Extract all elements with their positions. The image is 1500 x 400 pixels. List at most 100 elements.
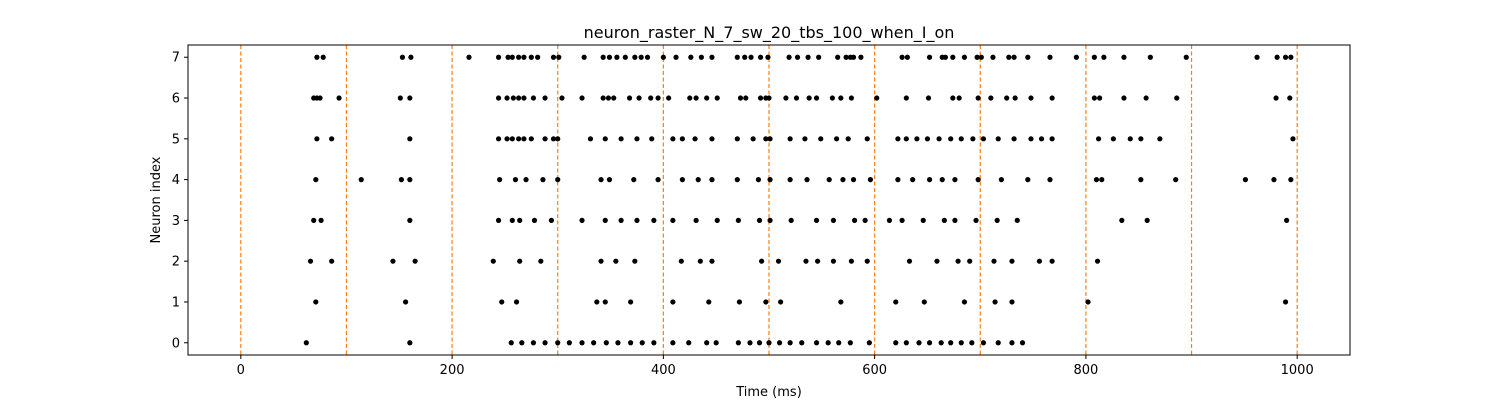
- spike-point-n7-20: [638, 54, 644, 60]
- spike-point-n0-21: [756, 340, 763, 346]
- spike-points: [303, 54, 1296, 346]
- spike-point-n7-0: [314, 54, 320, 60]
- spike-point-n2-20: [906, 258, 913, 264]
- spike-point-n4-29: [952, 177, 958, 183]
- spike-point-n5-0: [314, 136, 320, 142]
- spike-point-n7-62: [1274, 54, 1280, 60]
- spike-point-n4-30: [975, 177, 981, 183]
- spike-point-n5-12: [587, 136, 594, 142]
- spike-point-n4-10: [606, 177, 613, 183]
- spike-point-n0-31: [893, 340, 899, 346]
- spike-point-n6-39: [874, 95, 880, 101]
- x-tick-label-0: 0: [237, 363, 245, 378]
- spike-point-n7-3: [408, 54, 414, 60]
- spike-point-n0-25: [799, 340, 805, 346]
- spike-point-n6-43: [956, 95, 962, 101]
- spike-point-n0-28: [836, 340, 842, 346]
- spike-point-n7-57: [1101, 54, 1107, 60]
- spike-point-n6-7: [504, 95, 510, 101]
- spike-point-n5-19: [692, 136, 698, 142]
- spike-point-n2-19: [864, 258, 870, 264]
- spike-point-n0-36: [948, 340, 954, 346]
- spike-point-n1-3: [513, 299, 520, 305]
- spike-point-n7-6: [505, 54, 511, 60]
- spike-point-n4-2: [398, 177, 404, 183]
- spike-point-n7-12: [550, 54, 557, 60]
- spike-point-n7-31: [765, 54, 771, 60]
- spike-point-n7-40: [858, 54, 864, 60]
- spike-point-n3-26: [920, 217, 926, 223]
- spike-point-n3-4: [509, 217, 515, 223]
- spike-point-n5-23: [763, 136, 769, 142]
- spike-point-n6-33: [793, 95, 800, 101]
- spike-point-n7-56: [1091, 54, 1097, 60]
- spike-point-n7-63: [1282, 54, 1289, 60]
- spike-point-n4-24: [867, 177, 874, 183]
- spike-point-n5-2: [407, 136, 413, 142]
- spike-point-n1-2: [499, 299, 505, 305]
- spike-point-n7-41: [899, 54, 905, 60]
- spike-point-n4-21: [826, 177, 832, 183]
- spike-point-n2-24: [991, 258, 997, 264]
- spike-point-n1-16: [992, 299, 998, 305]
- spike-point-n3-33: [1144, 217, 1150, 223]
- spike-point-n4-0: [313, 177, 319, 183]
- spike-point-n5-30: [864, 136, 870, 142]
- y-axis: 0 1 2 3 4 5 6 7: [172, 51, 188, 351]
- spike-point-n5-36: [948, 136, 954, 142]
- spike-point-n4-15: [709, 177, 715, 183]
- spike-point-n6-52: [1121, 95, 1127, 101]
- spike-point-n3-32: [1119, 217, 1125, 223]
- spike-point-n3-24: [886, 217, 893, 223]
- spike-point-n0-42: [1019, 340, 1026, 346]
- spike-point-n6-27: [737, 95, 744, 101]
- spike-point-n6-48: [1028, 95, 1034, 101]
- y-tick-label-4: 4: [172, 173, 180, 188]
- spike-point-n2-10: [678, 258, 684, 264]
- spike-point-n7-29: [748, 54, 754, 60]
- spike-point-n0-24: [787, 340, 793, 346]
- spike-point-n6-47: [1012, 95, 1018, 101]
- spike-point-n5-20: [709, 136, 715, 142]
- spike-point-n5-13: [602, 136, 608, 142]
- spike-point-n0-11: [615, 340, 621, 346]
- spike-point-n3-31: [1014, 217, 1020, 223]
- spike-point-n6-14: [579, 95, 585, 101]
- spike-point-n2-12: [709, 258, 715, 264]
- spike-point-n5-6: [516, 136, 522, 142]
- spike-point-n6-3: [336, 95, 342, 101]
- spike-point-n2-14: [775, 258, 782, 264]
- x-tick-label-200: 200: [440, 363, 465, 378]
- spike-point-n1-14: [921, 299, 927, 305]
- spike-point-n5-45: [1095, 136, 1102, 142]
- spike-point-n5-22: [750, 136, 756, 142]
- spike-point-n1-10: [763, 299, 769, 305]
- spike-point-n5-16: [649, 136, 655, 142]
- spike-point-n7-33: [794, 54, 801, 60]
- spike-point-n1-0: [313, 299, 319, 305]
- spike-point-n6-36: [829, 95, 835, 101]
- spike-point-n5-32: [903, 136, 909, 142]
- spike-point-n3-13: [670, 217, 676, 223]
- spike-point-n6-32: [783, 95, 789, 101]
- spike-point-n6-41: [925, 95, 932, 101]
- spike-point-n6-31: [766, 95, 772, 101]
- spike-point-n4-39: [1271, 177, 1277, 183]
- spike-point-n6-46: [1004, 95, 1010, 101]
- spike-point-n5-46: [1110, 136, 1116, 142]
- spike-point-n6-34: [806, 95, 812, 101]
- chart-title: neuron_raster_N_7_sw_20_tbs_100_when_I_o…: [584, 23, 955, 43]
- spike-point-n2-7: [598, 258, 604, 264]
- spike-point-n5-31: [895, 136, 901, 142]
- spike-point-n0-6: [555, 340, 561, 346]
- spike-point-n6-19: [636, 95, 642, 101]
- spike-point-n4-6: [523, 177, 529, 183]
- spike-point-n4-35: [1099, 177, 1105, 183]
- spike-point-n6-12: [542, 95, 548, 101]
- spike-point-n5-3: [495, 136, 502, 142]
- spike-point-n7-60: [1183, 54, 1189, 60]
- spike-point-n3-18: [767, 217, 773, 223]
- spike-point-n5-9: [542, 136, 548, 142]
- spike-point-n7-21: [644, 54, 651, 60]
- spike-point-n5-21: [734, 136, 740, 142]
